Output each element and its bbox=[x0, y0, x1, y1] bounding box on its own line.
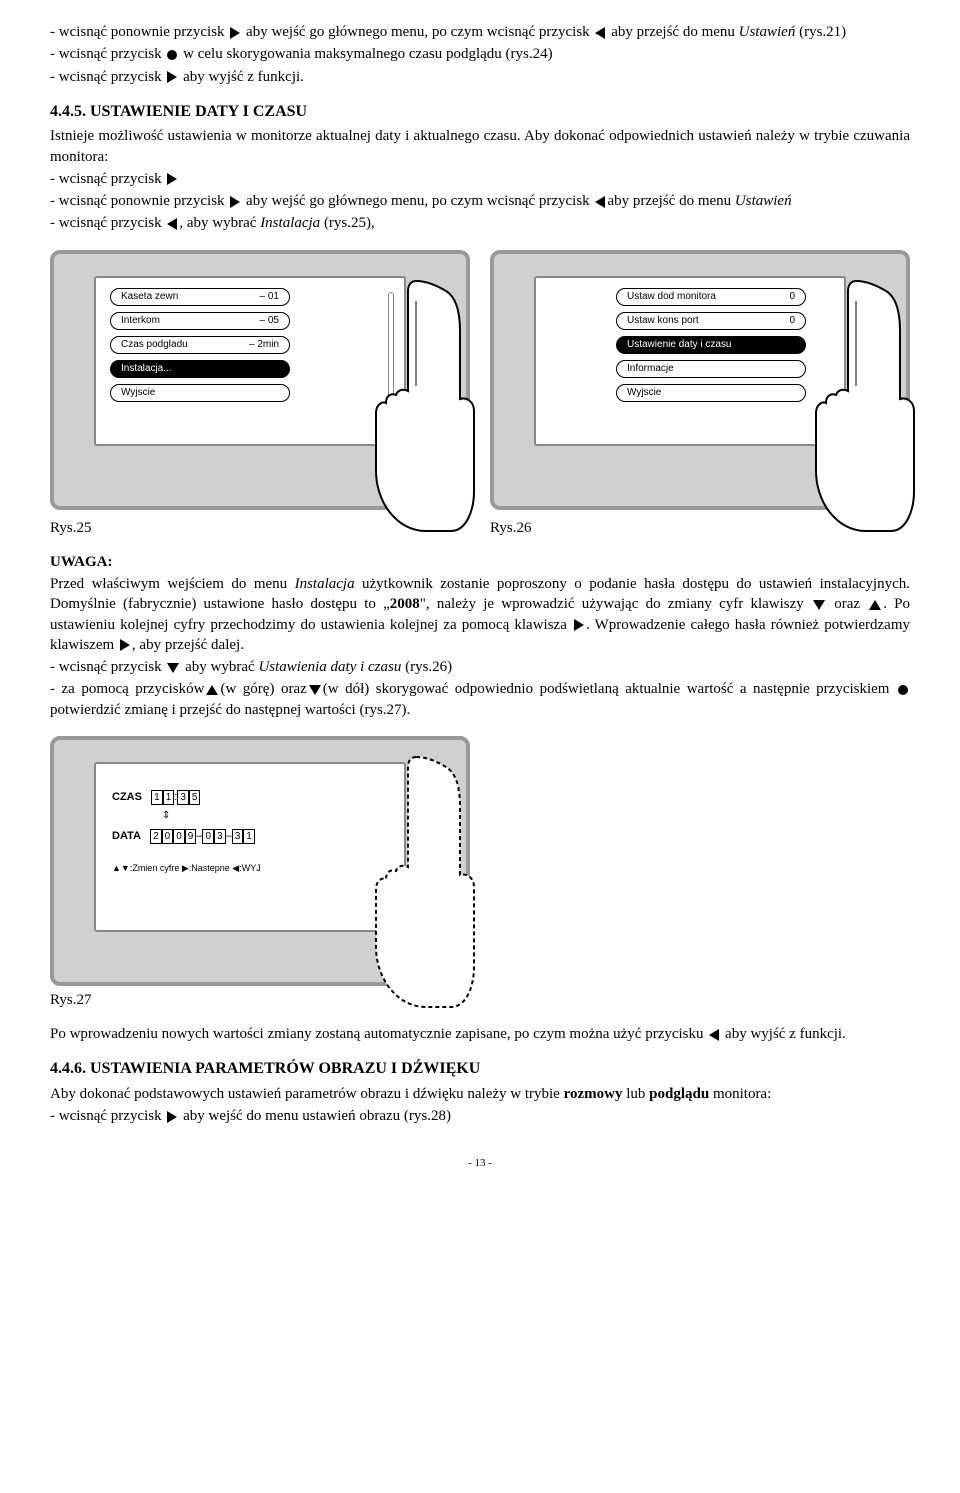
play-left-icon bbox=[595, 196, 605, 208]
p446b: - wcisnąć przycisk aby wejść do menu ust… bbox=[50, 1106, 910, 1126]
p445a: Istnieje możliwość ustawienia w monitorz… bbox=[50, 126, 910, 167]
menu-item[interactable]: Instalacja... bbox=[110, 360, 290, 378]
up-icon bbox=[869, 600, 881, 610]
legend: ▲▼:Zmien cyfre ▶:Nastepne ◀:WYJ bbox=[112, 862, 388, 874]
after27: Po wprowadzeniu nowych wartości zmiany z… bbox=[50, 1024, 910, 1044]
para2: - wcisnąć przycisk w celu skorygowania m… bbox=[50, 44, 910, 64]
menu-item[interactable]: Interkom– 05 bbox=[110, 312, 290, 330]
heading-445: 4.4.5. USTAWIENIE DATY I CZASU bbox=[50, 101, 910, 123]
play-left-icon bbox=[167, 218, 177, 230]
para3: - wcisnąć przycisk aby wyjść z funkcji. bbox=[50, 67, 910, 87]
heading-446: 4.4.6. USTAWIENIA PARAMETRÓW OBRAZU I DŹ… bbox=[50, 1058, 910, 1080]
play-icon bbox=[230, 27, 240, 39]
play-icon bbox=[230, 196, 240, 208]
fig26-caption: Rys.26 bbox=[490, 518, 910, 538]
play-icon bbox=[167, 1111, 177, 1123]
play-icon bbox=[120, 639, 130, 651]
updown-icon: ⇕ bbox=[162, 809, 388, 823]
menu-item[interactable]: Wyjscie bbox=[110, 384, 290, 402]
menu-item[interactable]: Informacje bbox=[616, 360, 806, 378]
play-icon bbox=[167, 71, 177, 83]
p445c: - wcisnąć ponownie przycisk aby wejść go… bbox=[50, 191, 910, 211]
p445b: - wcisnąć przycisk bbox=[50, 169, 910, 189]
play-left-icon bbox=[595, 27, 605, 39]
uwaga-heading: UWAGA: bbox=[50, 552, 910, 572]
play-left-icon bbox=[709, 1029, 719, 1041]
dot-icon bbox=[167, 50, 177, 60]
device-fig25: Kaseta zewn– 01 Interkom– 05 Czas podgladu… bbox=[50, 250, 470, 510]
play-icon bbox=[574, 619, 584, 631]
menu-item[interactable]: Kaseta zewn– 01 bbox=[110, 288, 290, 306]
fig25-caption: Rys.25 bbox=[50, 518, 470, 538]
para1: - wcisnąć ponownie przycisk aby wejść go… bbox=[50, 22, 910, 42]
device-fig27: CZAS 11:35 ⇕ DATA 2009–03–31 ▲▼:Zmien cy… bbox=[50, 736, 470, 986]
figure-row-25-26: Kaseta zewn– 01 Interkom– 05 Czas podgladu… bbox=[50, 250, 910, 510]
uwaga2: - wcisnąć przycisk aby wybrać Ustawienia… bbox=[50, 657, 910, 677]
device-fig26: Ustaw dod monitora0 Ustaw kons port0 Ustaw… bbox=[490, 250, 910, 510]
down-icon bbox=[309, 685, 321, 695]
fig26-wrap: Ustaw dod monitora0 Ustaw kons port0 Ustaw… bbox=[490, 250, 910, 510]
fig27-wrap: CZAS 11:35 ⇕ DATA 2009–03–31 ▲▼:Zmien cy… bbox=[50, 736, 470, 1010]
p445d: - wcisnąć przycisk , aby wybrać Instalac… bbox=[50, 213, 910, 233]
menu-item[interactable]: Ustawienie daty i czasu bbox=[616, 336, 806, 354]
screen-fig27: CZAS 11:35 ⇕ DATA 2009–03–31 ▲▼:Zmien cy… bbox=[94, 762, 406, 932]
scrollbar bbox=[388, 292, 394, 430]
page-footer: - 13 - bbox=[50, 1156, 910, 1171]
fig25-wrap: Kaseta zewn– 01 Interkom– 05 Czas podgladu… bbox=[50, 250, 470, 510]
fig27-caption: Rys.27 bbox=[50, 990, 470, 1010]
figure-row-27: CZAS 11:35 ⇕ DATA 2009–03–31 ▲▼:Zmien cy… bbox=[50, 736, 910, 1010]
menu-item[interactable]: Wyjscie bbox=[616, 384, 806, 402]
menu-item[interactable]: Ustaw kons port0 bbox=[616, 312, 806, 330]
screen-fig26: Ustaw dod monitora0 Ustaw kons port0 Ustaw… bbox=[534, 276, 846, 446]
menu-item[interactable]: Ustaw dod monitora0 bbox=[616, 288, 806, 306]
up-icon bbox=[206, 685, 218, 695]
uwaga3: - za pomocą przycisków(w górę) oraz(w dó… bbox=[50, 679, 910, 720]
down-icon bbox=[813, 600, 825, 610]
menu-item[interactable]: Czas podgladu– 2min bbox=[110, 336, 290, 354]
play-icon bbox=[167, 173, 177, 185]
down-icon bbox=[167, 663, 179, 673]
screen-fig25: Kaseta zewn– 01 Interkom– 05 Czas podgladu… bbox=[94, 276, 406, 446]
uwaga1: Przed właściwym wejściem do menu Instala… bbox=[50, 574, 910, 655]
p446a: Aby dokonać podstawowych ustawień parame… bbox=[50, 1084, 910, 1104]
dot-icon bbox=[898, 685, 908, 695]
